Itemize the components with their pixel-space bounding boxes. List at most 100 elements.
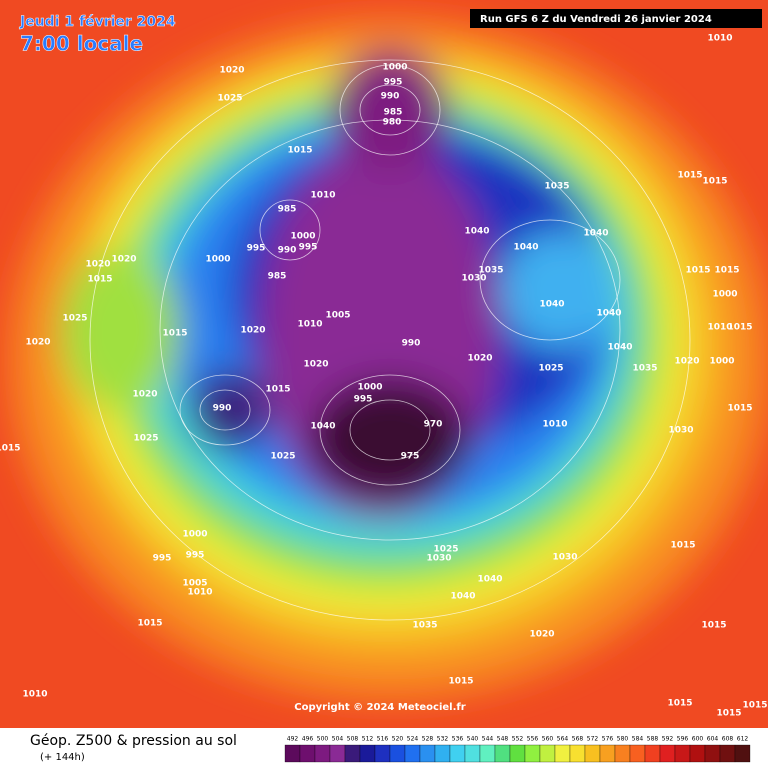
scale-swatch <box>554 744 571 763</box>
isobar-label: 995 <box>247 244 266 254</box>
scale-label: 516 <box>377 736 389 743</box>
scale-label: 492 <box>287 736 299 743</box>
scale-swatch <box>509 744 526 763</box>
scale-label: 608 <box>722 736 734 743</box>
isobar-label: 1030 <box>426 554 451 564</box>
isobar-label: 1010 <box>542 420 567 430</box>
isobar-label: 1015 <box>287 146 312 156</box>
isobar-label: 1015 <box>727 404 752 414</box>
scale-label: 540 <box>467 736 479 743</box>
scale-swatch <box>614 744 631 763</box>
isobar-label: 995 <box>384 78 403 88</box>
isobar-label: 995 <box>153 554 172 564</box>
isobar-label: 1025 <box>217 94 242 104</box>
isobar-label: 975 <box>401 452 420 462</box>
scale-label: 564 <box>557 736 569 743</box>
isobar-label: 990 <box>402 339 421 349</box>
scale-label: 588 <box>647 736 659 743</box>
scale-label: 512 <box>362 736 374 743</box>
isobar-label: 1015 <box>685 266 710 276</box>
isobar-label: 1030 <box>461 274 486 284</box>
scale-swatch <box>734 744 751 763</box>
isobar-label: 1000 <box>205 255 230 265</box>
isobar-label: 1040 <box>477 575 502 585</box>
scale-swatch <box>569 744 586 763</box>
isobar-label: 1040 <box>513 243 538 253</box>
scale-swatch <box>389 744 406 763</box>
scale-label: 572 <box>587 736 599 743</box>
scale-label: 520 <box>392 736 404 743</box>
scale-label: 504 <box>332 736 344 743</box>
isobar-label: 1015 <box>702 177 727 187</box>
scale-swatch <box>299 744 316 763</box>
isobar-label: 1040 <box>450 592 475 602</box>
isobar-label: 990 <box>278 246 297 256</box>
isobar-label: 1015 <box>667 699 692 709</box>
scale-label: 584 <box>632 736 644 743</box>
isobar-label: 1020 <box>85 260 110 270</box>
isobar-label: 1020 <box>529 630 554 640</box>
isobar-label: 1040 <box>596 309 621 319</box>
isobar-label: 1015 <box>448 677 473 687</box>
isobar-label: 1015 <box>137 619 162 629</box>
isobar-label: 990 <box>381 92 400 102</box>
isobar-label: 1025 <box>270 452 295 462</box>
scale-swatch <box>449 744 466 763</box>
isobar-label: 1020 <box>467 354 492 364</box>
isobar-label: 1040 <box>539 300 564 310</box>
scale-label: 604 <box>707 736 719 743</box>
scale-swatch <box>719 744 736 763</box>
isobar-label: 995 <box>186 551 205 561</box>
scale-label: 508 <box>347 736 359 743</box>
scale-swatch <box>644 744 661 763</box>
scale-swatch <box>479 744 496 763</box>
isobar-label: 1020 <box>219 66 244 76</box>
isobar-label: 980 <box>383 118 402 128</box>
scale-swatch <box>434 744 451 763</box>
isobar-label: 1015 <box>716 709 741 719</box>
scale-swatch <box>404 744 421 763</box>
scale-swatch <box>464 744 481 763</box>
scale-label: 496 <box>302 736 314 743</box>
scale-swatch <box>329 744 346 763</box>
forecast-date: Jeudi 1 février 2024 <box>19 14 176 30</box>
scale-label: 532 <box>437 736 449 743</box>
scale-swatch <box>344 744 361 763</box>
isobar-label: 1005 <box>182 579 207 589</box>
scale-swatch <box>494 744 511 763</box>
scale-label: 560 <box>542 736 554 743</box>
isobar-label: 1020 <box>111 255 136 265</box>
scale-swatch <box>419 744 436 763</box>
isobar-label: 1010 <box>707 323 732 333</box>
isobar-label: 1000 <box>709 357 734 367</box>
scale-label: 528 <box>422 736 434 743</box>
isobar-label: 1030 <box>552 553 577 563</box>
scale-label: 568 <box>572 736 584 743</box>
isobar-label: 1035 <box>632 364 657 374</box>
scale-swatch <box>629 744 646 763</box>
isobar-label: 1015 <box>742 701 767 711</box>
isobar-label: 990 <box>213 404 232 414</box>
isobar-label: 1015 <box>0 444 21 454</box>
run-box <box>470 9 762 28</box>
isobar-label: 1010 <box>297 320 322 330</box>
isobar-label: 985 <box>384 108 403 118</box>
forecast-time: 7:00 locale <box>20 32 143 56</box>
copyright: Copyright © 2024 Meteociel.fr <box>294 702 465 713</box>
isobar-label: 1040 <box>607 343 632 353</box>
scale-label: 524 <box>407 736 419 743</box>
isobar-label: 970 <box>424 420 443 430</box>
isobar-label: 1020 <box>240 326 265 336</box>
scale-swatch <box>374 744 391 763</box>
isobar-label: 985 <box>268 272 287 282</box>
isobar-label: 1035 <box>412 621 437 631</box>
scale-swatch <box>674 744 691 763</box>
isobar-label: 1015 <box>670 541 695 551</box>
isobar-label: 1015 <box>714 266 739 276</box>
isobar-label: 1015 <box>265 385 290 395</box>
isobar-label: 1040 <box>310 422 335 432</box>
scale-swatch <box>584 744 601 763</box>
isobar-label: 1025 <box>62 314 87 324</box>
isobar-label: 1000 <box>182 530 207 540</box>
